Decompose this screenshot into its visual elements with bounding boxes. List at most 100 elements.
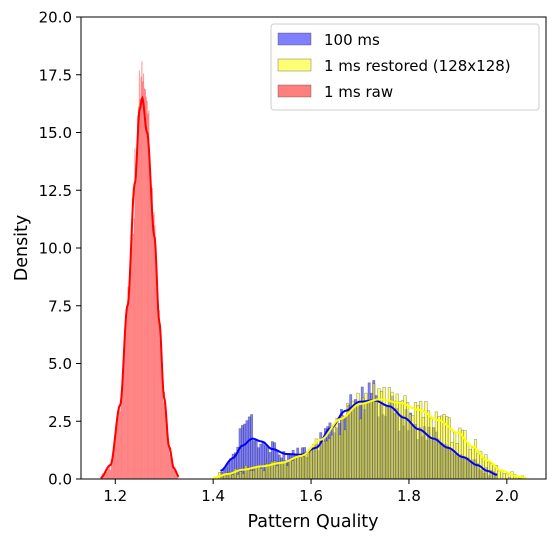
hist-bar bbox=[139, 99, 141, 480]
hist-bar bbox=[129, 280, 131, 479]
legend-box bbox=[270, 23, 540, 111]
hist-bar bbox=[437, 416, 441, 480]
hist-bar bbox=[413, 402, 418, 480]
hist-bar bbox=[257, 465, 261, 480]
hist-bar bbox=[152, 215, 154, 480]
hist-bar bbox=[154, 225, 156, 479]
hist-bar bbox=[421, 416, 425, 480]
hist-bar bbox=[132, 233, 134, 479]
hist-bar bbox=[137, 115, 138, 479]
x-tick-label: 1.4 bbox=[201, 487, 225, 505]
hist-bar bbox=[330, 434, 334, 480]
hist-bar bbox=[144, 89, 146, 480]
hist-bar bbox=[149, 169, 151, 479]
hist-bar bbox=[145, 96, 147, 480]
hist-bar bbox=[146, 100, 148, 479]
hist-bar bbox=[223, 474, 227, 480]
hist-bar bbox=[151, 188, 153, 479]
hist-bar bbox=[144, 88, 145, 479]
hist-bar bbox=[246, 469, 250, 480]
hist-bar bbox=[291, 460, 295, 480]
y-tick-label: 20.0 bbox=[39, 9, 72, 27]
hist-bar bbox=[162, 384, 164, 479]
hist-bar bbox=[169, 454, 171, 479]
hist-bar bbox=[114, 437, 116, 479]
hist-bar bbox=[130, 261, 132, 479]
hist-bar bbox=[372, 383, 376, 480]
hist-bar bbox=[502, 473, 506, 480]
hist-bar bbox=[497, 470, 501, 480]
kde-curves bbox=[100, 95, 527, 479]
y-tick-label: 7.5 bbox=[48, 297, 72, 315]
legend-swatch bbox=[277, 58, 312, 72]
y-tick-label: 0.0 bbox=[48, 471, 72, 489]
hist-bar bbox=[426, 410, 431, 480]
hist-bar bbox=[151, 188, 152, 479]
hist-bar bbox=[131, 198, 133, 479]
hist-bar bbox=[136, 165, 138, 479]
hist-bar bbox=[164, 391, 165, 479]
hist-bar bbox=[259, 468, 264, 480]
hist-bar bbox=[351, 400, 355, 480]
hist-bar bbox=[125, 309, 127, 479]
hist-bar bbox=[124, 330, 125, 479]
hist-bar bbox=[172, 470, 174, 479]
hist-bar bbox=[340, 415, 344, 480]
hist-bar bbox=[135, 163, 137, 479]
hist-bar bbox=[440, 415, 444, 480]
hist-bar bbox=[317, 445, 321, 480]
hist-bar bbox=[366, 399, 371, 480]
hist-bar bbox=[343, 429, 347, 480]
hist-bar bbox=[468, 449, 472, 480]
hist-bar bbox=[126, 309, 128, 479]
hist-bar bbox=[153, 212, 155, 480]
hist-bar bbox=[105, 469, 107, 479]
hist-bar bbox=[163, 402, 165, 479]
hist-bar bbox=[332, 426, 337, 480]
hist-bar bbox=[166, 435, 168, 479]
x-tick-label: 2.0 bbox=[495, 487, 519, 505]
hist-bar bbox=[254, 467, 258, 480]
hist-bar bbox=[143, 73, 145, 479]
hist-bar bbox=[361, 397, 365, 480]
hist-bar bbox=[140, 76, 142, 479]
hist-bar bbox=[241, 473, 245, 480]
hist-bar bbox=[120, 393, 122, 479]
hist-bar bbox=[240, 425, 244, 480]
hist-bar bbox=[131, 224, 132, 479]
hist-bar bbox=[127, 286, 129, 479]
hist-bar bbox=[393, 400, 397, 480]
hist-bar bbox=[128, 291, 130, 479]
legend-label: 100 ms bbox=[324, 31, 380, 49]
hist-bar bbox=[170, 451, 172, 479]
y-tick-label: 5.0 bbox=[48, 355, 72, 373]
hist-bar bbox=[115, 432, 117, 479]
hist-bar bbox=[113, 440, 115, 479]
legend-label: 1 ms restored (128x128) bbox=[324, 57, 511, 75]
hist-bar bbox=[262, 470, 266, 480]
hist-bar bbox=[158, 318, 159, 479]
hist-bar bbox=[168, 446, 170, 479]
hist-bar bbox=[110, 469, 112, 479]
hist-bar bbox=[400, 400, 404, 480]
hist-bar bbox=[157, 284, 159, 479]
hist-bar bbox=[249, 470, 253, 480]
y-tick-label: 2.5 bbox=[48, 413, 72, 431]
hist-bar bbox=[455, 443, 459, 480]
hist-bar bbox=[505, 473, 509, 480]
hist-bar bbox=[236, 474, 240, 480]
hist-bar bbox=[453, 432, 457, 480]
hist-bar bbox=[112, 449, 114, 479]
hist-bar bbox=[348, 409, 352, 480]
hist-bar bbox=[133, 218, 135, 479]
hist-bar bbox=[121, 393, 123, 479]
hist-bar bbox=[159, 339, 161, 479]
legend-label: 1 ms raw bbox=[324, 83, 393, 101]
legend-swatch bbox=[277, 32, 312, 46]
hist-bar bbox=[111, 456, 113, 479]
hist-bar bbox=[314, 438, 318, 480]
kde-line bbox=[220, 399, 498, 476]
hist-bar bbox=[267, 465, 271, 480]
hist-bar bbox=[104, 470, 106, 479]
